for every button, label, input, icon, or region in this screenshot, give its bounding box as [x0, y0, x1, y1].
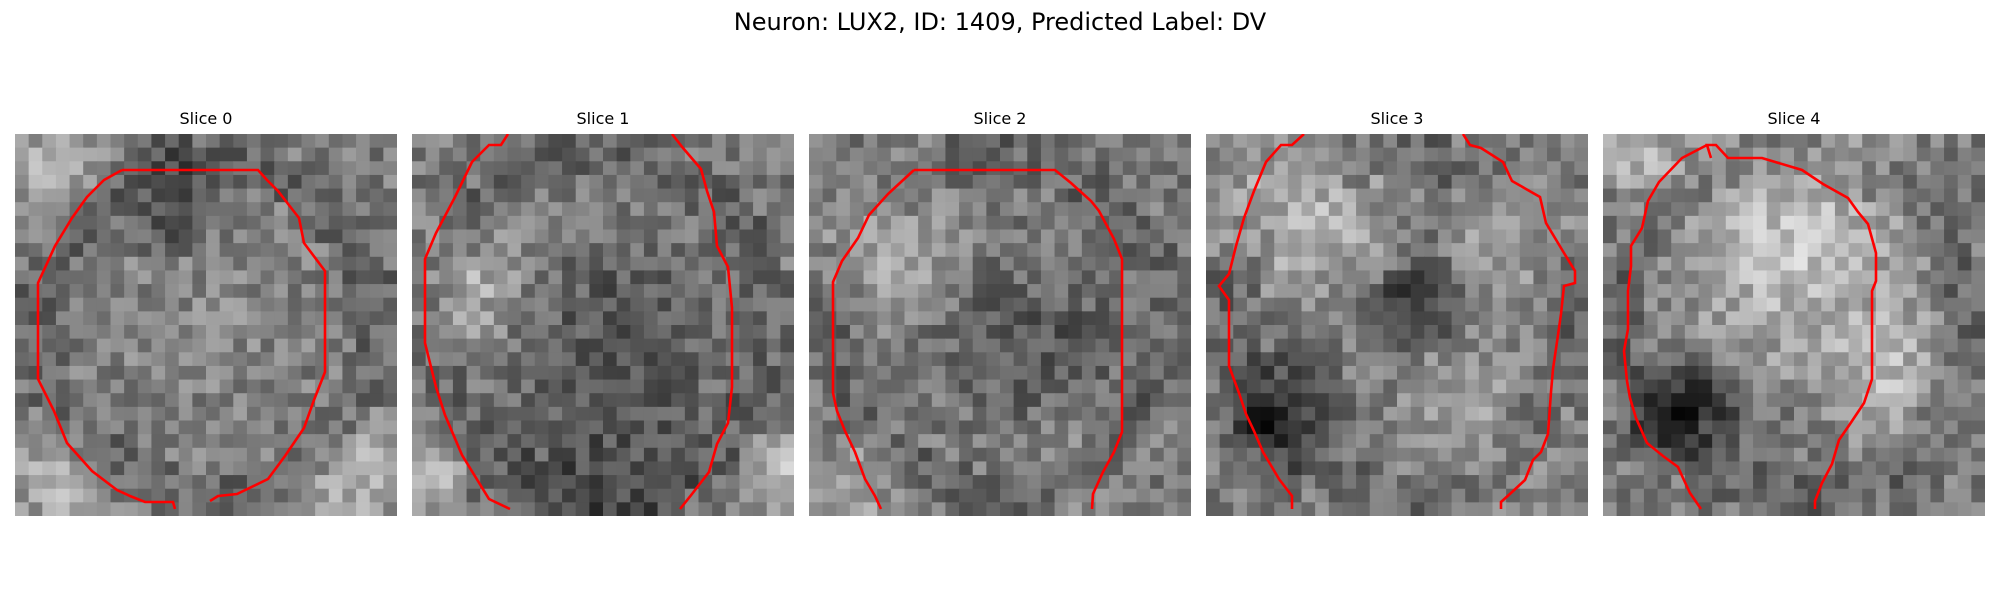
slice-3-svg	[1206, 134, 1588, 516]
slice-0-contour-left	[36, 168, 177, 510]
slice-4-title: Slice 4	[1767, 109, 1821, 128]
slice-3-contour-right	[1461, 134, 1577, 509]
slice-1-image	[412, 134, 794, 516]
slice-2-title: Slice 2	[973, 109, 1027, 128]
slice-0-image	[15, 134, 397, 516]
slice-4-contour-left	[1622, 143, 1708, 510]
figure-title: Neuron: LUX2, ID: 1409, Predicted Label:…	[733, 8, 1267, 36]
slice-4-image	[1603, 134, 1985, 516]
slice-2-contour-left	[831, 169, 915, 510]
slice-0-title: Slice 0	[179, 109, 233, 128]
slice-0-svg	[15, 134, 397, 516]
slice-4-svg	[1603, 134, 1985, 516]
slice-1-title: Slice 1	[576, 109, 630, 128]
slice-3-pixels	[1206, 134, 1588, 516]
slice-1-pixels	[412, 134, 794, 516]
slice-1-contour	[423, 134, 511, 511]
slice-4-pixels	[1603, 134, 1985, 516]
slice-2-contour	[914, 168, 1124, 510]
slice-1-svg	[412, 134, 794, 516]
slice-3-contour	[1217, 134, 1305, 509]
slice-1-contour-right	[670, 134, 734, 510]
slice-3-image	[1206, 134, 1588, 516]
slice-0-pixels	[15, 134, 397, 516]
slice-3-title: Slice 3	[1370, 109, 1424, 128]
slice-4-contour	[1705, 143, 1878, 509]
slice-0-contour	[122, 168, 327, 503]
slice-2-svg	[809, 134, 1191, 516]
slice-2-pixels	[809, 134, 1191, 516]
slice-2-image	[809, 134, 1191, 516]
